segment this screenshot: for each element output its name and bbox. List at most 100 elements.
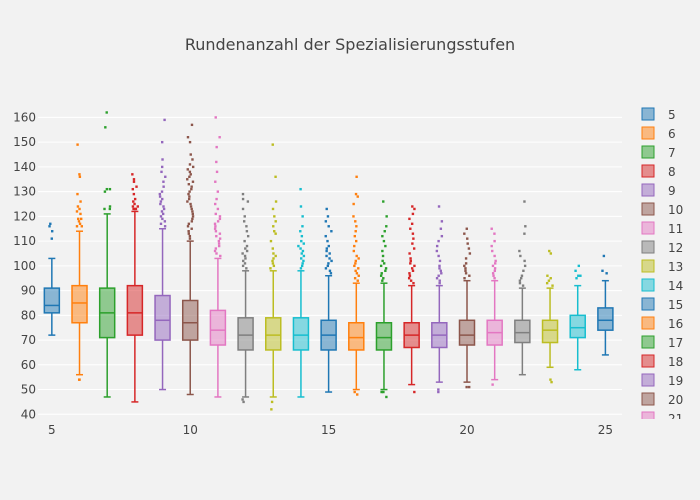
legend-swatch [641,107,655,121]
legend-swatch [641,335,655,349]
legend-items: 5678910111213141516171819202122232425 [641,107,683,426]
outlier-point [357,267,360,270]
outlier-point [188,195,191,198]
outlier-point [187,197,191,201]
outlier-point [246,200,250,203]
outlier-point [300,252,303,255]
outlier-point [523,259,526,263]
outlier-point [521,284,525,287]
outlier-point [437,388,440,391]
legend-item-20[interactable]: 20 [641,392,683,407]
outlier-point [218,215,222,218]
outlier-point [75,210,79,213]
outlier-point [523,264,527,268]
legend-item-16[interactable]: 16 [641,316,683,331]
legend-item-14[interactable]: 14 [641,278,683,293]
outlier-point [131,173,134,176]
outlier-point [546,274,549,277]
legend-item-13[interactable]: 13 [641,259,683,274]
outlier-point [270,408,273,411]
outlier-point [465,227,468,230]
outlier-point [437,274,440,277]
outlier-point [494,262,497,265]
legend-item-17[interactable]: 17 [641,335,683,350]
legend-swatch [641,259,655,273]
legend-item-8[interactable]: 8 [641,164,676,179]
outlier-point [467,385,471,389]
outlier-point [380,390,383,394]
outlier-point [601,269,604,273]
outlier-point [274,232,277,235]
outlier-point [218,136,221,139]
outlier-point [382,262,386,265]
y-tick-label: 150 [13,135,36,149]
legend-item-19[interactable]: 19 [641,373,683,388]
legend-item-12[interactable]: 12 [641,240,683,255]
outlier-point [136,205,139,208]
outlier-point [381,259,384,263]
outlier-point [164,175,167,178]
outlier-point [243,262,247,265]
outlier-point [159,215,163,218]
outlier-point [160,165,164,169]
outlier-point [78,378,81,381]
outlier-point [411,232,415,235]
legend-item-7[interactable]: 7 [641,145,676,160]
box-iqr [209,309,227,346]
outlier-point [218,232,222,235]
outlier-point [78,207,81,211]
legend-item-11[interactable]: 11 [641,221,683,236]
legend: 5678910111213141516171819202122232425 [641,107,683,426]
box-trace-21 [486,227,503,386]
outlier-point [245,225,248,228]
box-iqr [43,287,61,314]
legend-swatch [641,316,655,330]
legend-item-10[interactable]: 10 [641,202,683,217]
outlier-point [300,239,303,243]
outlier-point [491,249,494,253]
outlier-point [269,239,273,243]
outlier-point [409,259,412,263]
legend-item-21[interactable]: 21 [641,411,683,426]
legend-item-9[interactable]: 9 [641,183,676,198]
outlier-point [411,269,415,273]
box-iqr [458,319,476,346]
outlier-point [214,225,217,228]
legend-item-15[interactable]: 15 [641,297,683,312]
x-axis-ticks: 5 10 15 20 25 [48,423,613,437]
box-trace-18 [403,205,420,394]
box-iqr [126,284,144,336]
outlier-point [108,205,112,208]
box-iqr [348,322,365,351]
outlier-point [219,254,222,258]
outlier-point [328,257,331,260]
legend-item-6[interactable]: 6 [641,126,676,141]
outlier-point [326,264,330,268]
box-trace-22 [514,200,531,376]
box-iqr [569,314,586,339]
legend-label: 17 [668,336,683,350]
outlier-point [463,264,466,268]
y-tick-label: 80 [21,308,36,322]
legend-item-5[interactable]: 5 [641,107,676,122]
legend-item-18[interactable]: 18 [641,354,683,369]
outlier-point [103,207,106,211]
box-trace-8 [126,173,144,403]
outlier-point [161,158,164,161]
outlier-point [302,254,306,258]
outlier-point [354,269,357,273]
outlier-point [523,200,526,203]
outlier-point [269,267,272,270]
outlier-point [79,200,82,203]
legend-swatch [641,202,655,216]
outlier-point [271,262,275,265]
outlier-point [519,254,522,258]
outlier-point [132,180,136,183]
legend-label: 12 [668,241,683,255]
box-trace-10 [181,123,199,396]
outlier-point [407,277,411,280]
box-trace-14 [292,187,310,398]
outlier-point [299,205,303,208]
box-trace-12 [237,192,254,404]
outlier-point [328,269,332,273]
